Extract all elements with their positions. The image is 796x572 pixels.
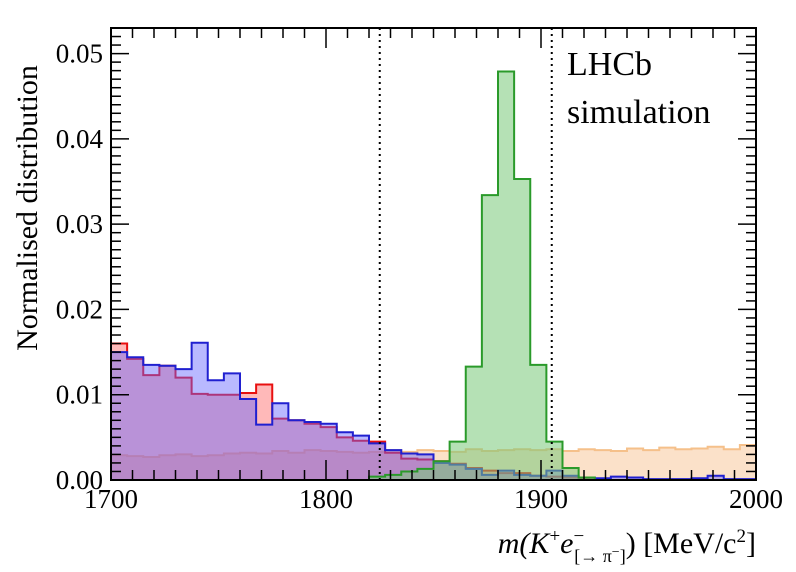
y-tick-label: 0.01 <box>56 380 103 410</box>
y-axis-title: Normalised distribution <box>11 65 44 351</box>
x-title-part-3: ) [MeV/c <box>626 527 737 560</box>
x-title-sup-2: − <box>573 526 584 547</box>
x-tick-label: 1900 <box>514 484 568 514</box>
y-tick-label: 0.05 <box>56 39 103 69</box>
y-tick-label: 0.00 <box>56 465 103 495</box>
histogram-series-3 <box>110 341 757 481</box>
y-tick-label: 0.04 <box>56 124 104 154</box>
series-layer <box>110 70 757 481</box>
x-title-sub-close: ] <box>620 546 626 566</box>
x-title-part-1: m(K <box>498 527 552 560</box>
x-title-sub-sup: − <box>612 545 620 560</box>
x-tick-label: 1800 <box>299 484 353 514</box>
x-axis-title: m(K+e− [→ π−]) [MeV/c2] <box>498 526 756 566</box>
x-tick-label: 2000 <box>729 484 783 514</box>
lhcb-label: LHCb <box>567 46 652 83</box>
x-title-part-2: e <box>560 527 573 560</box>
x-title-sub: [→ π <box>574 546 612 566</box>
plot-frame <box>110 27 757 481</box>
y-tick-label: 0.03 <box>56 209 103 239</box>
x-title-sup-1: + <box>549 526 560 547</box>
y-tick-label: 0.02 <box>56 294 103 324</box>
x-title-sup-3: 2 <box>737 526 747 547</box>
x-tick-label: 1700 <box>84 484 138 514</box>
tick-labels: 1700 1800 1900 2000 0.00 0.01 0.02 0.03 0.04 0.05 <box>56 39 783 514</box>
x-title-part-4: ] <box>746 527 756 560</box>
simulation-label: simulation <box>567 94 711 131</box>
axis-ticks <box>110 27 757 481</box>
